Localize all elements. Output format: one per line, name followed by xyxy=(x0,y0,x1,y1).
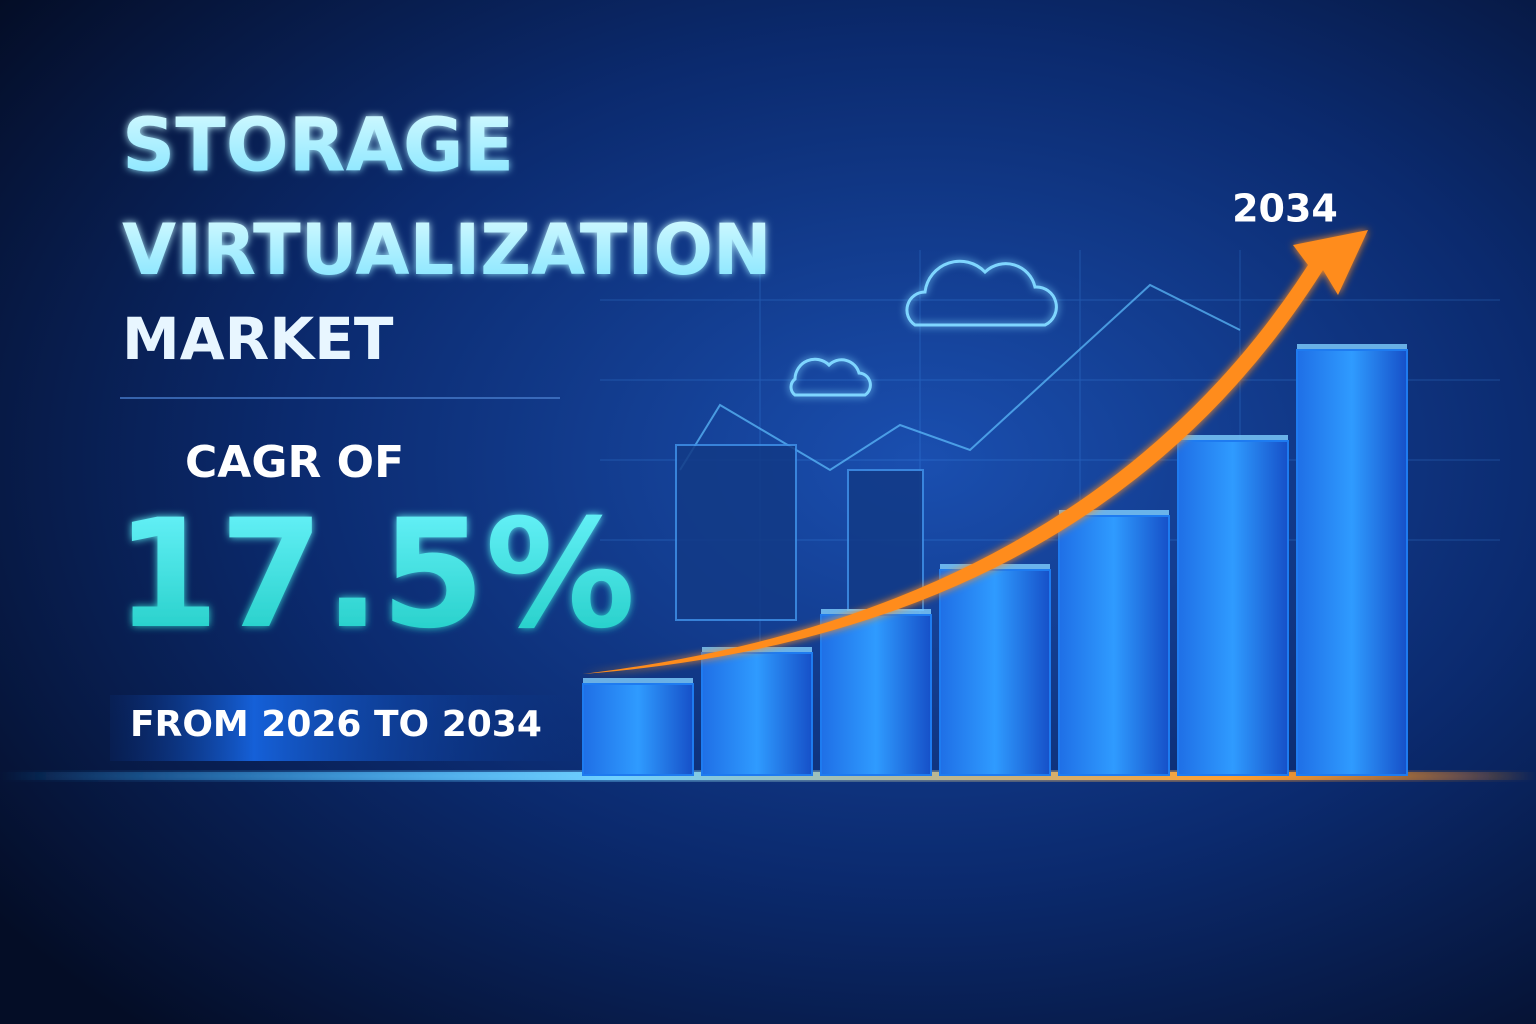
cloud-icons xyxy=(789,259,1058,397)
arrow-label: 2034 xyxy=(1232,187,1338,231)
bar xyxy=(1177,440,1289,776)
bar xyxy=(1058,515,1170,776)
period-text: FROM 2026 TO 2034 xyxy=(130,704,542,745)
title-line: MARKET xyxy=(122,305,394,373)
bar xyxy=(939,569,1051,776)
bar xyxy=(1296,349,1408,776)
cagr-value: 17.5% xyxy=(115,488,635,662)
period-banner xyxy=(110,695,590,761)
bar-top xyxy=(1297,344,1407,350)
bar-top xyxy=(1178,435,1288,441)
cagr-label: CAGR OF xyxy=(185,437,404,488)
title-line: VIRTUALIZATION xyxy=(122,209,772,291)
title-line: STORAGE xyxy=(122,103,514,189)
bar-chart xyxy=(582,230,1408,776)
decor-line xyxy=(679,283,1241,472)
bar xyxy=(820,614,932,776)
bar xyxy=(582,683,694,776)
server-icons xyxy=(675,444,924,621)
bar-top xyxy=(702,647,812,653)
bar xyxy=(701,652,813,776)
bar-top xyxy=(1059,510,1169,516)
bar-top xyxy=(583,678,693,684)
